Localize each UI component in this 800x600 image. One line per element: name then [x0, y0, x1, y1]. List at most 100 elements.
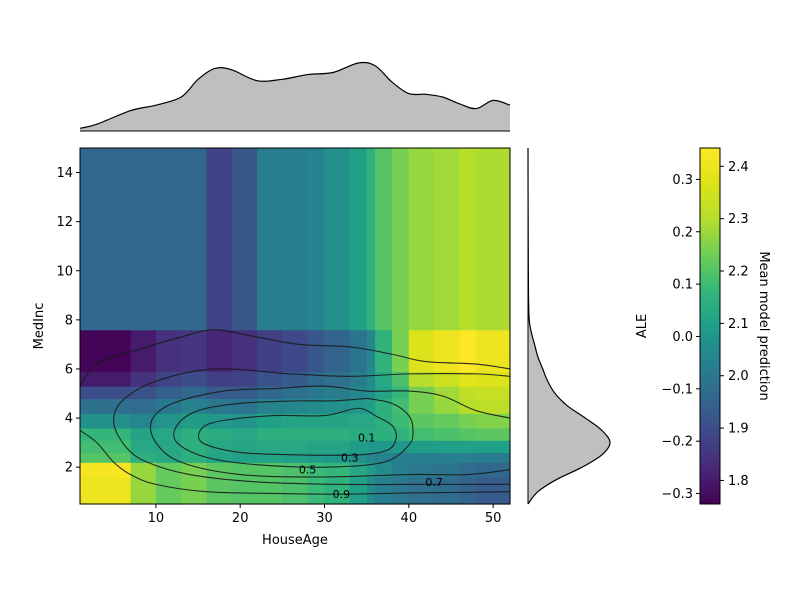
heatmap-cell — [476, 452, 511, 463]
colorbar-prediction-tick-label: 2.0 — [728, 369, 749, 384]
y-tick-label: 10 — [56, 264, 73, 279]
heatmap-cell — [375, 371, 393, 387]
contour-label: 0.9 — [333, 488, 351, 501]
colorbar-ale-label: ALE — [635, 314, 650, 338]
x-tick-label: 20 — [232, 511, 249, 526]
heatmap-cell — [324, 440, 351, 454]
heatmap-cell — [257, 398, 283, 414]
heatmap-cell — [231, 462, 258, 478]
heatmap-cell — [130, 427, 157, 441]
heatmap-cell — [366, 329, 376, 355]
heatmap-cell — [155, 440, 182, 454]
heatmap-cell — [80, 329, 132, 355]
y-tick-label: 8 — [65, 313, 73, 328]
heatmap-cell — [324, 148, 351, 331]
heatmap-cell — [391, 452, 410, 463]
contour-label: 0.3 — [341, 451, 359, 464]
heatmap-cell — [155, 476, 182, 505]
heatmap-cell — [130, 452, 157, 463]
contour-line — [80, 429, 510, 495]
contour-label: 0.7 — [425, 476, 443, 489]
heatmap-cell — [324, 476, 351, 505]
heatmap-cell — [375, 329, 393, 355]
heatmap-cell — [181, 354, 208, 373]
heatmap-cell — [282, 452, 309, 463]
heatmap-cell — [476, 148, 511, 331]
heatmap-cell — [459, 427, 477, 441]
colorbar-prediction-tick-label: 2.1 — [728, 317, 749, 332]
heatmap-cell — [349, 476, 368, 505]
colorbar-prediction-tick-label: 1.9 — [728, 422, 749, 437]
y-tick-label: 6 — [65, 362, 73, 377]
heatmap-cell — [181, 386, 208, 400]
heatmap-cell — [155, 354, 182, 373]
heatmap-cell — [366, 371, 376, 387]
heatmap-cell — [434, 371, 461, 387]
right-marginal-line — [527, 147, 611, 505]
heatmap-cell — [324, 452, 351, 463]
heatmap-cell — [231, 413, 258, 429]
colorbar-prediction-tick-label: 2.4 — [728, 160, 749, 175]
heatmap-cell — [307, 452, 326, 463]
x-axis-ticks: 10 20 30 40 50 — [148, 504, 501, 526]
heatmap-cell — [476, 329, 511, 355]
top-marginal-density — [79, 61, 511, 132]
heatmap-cell — [476, 476, 511, 505]
heatmap-cell — [375, 386, 393, 400]
heatmap-cell — [231, 354, 258, 373]
heatmap-cell — [181, 413, 208, 429]
heatmap-cell — [476, 398, 511, 414]
contour-line — [197, 407, 397, 456]
heatmap-cell — [349, 452, 368, 463]
heatmap-cell — [434, 148, 461, 331]
heatmap-cell — [206, 427, 233, 441]
heatmap-cell — [324, 386, 351, 400]
heatmap-cell — [459, 398, 477, 414]
colorbar-gradient — [699, 147, 721, 505]
heatmap-cell — [130, 413, 157, 429]
y-tick-label: 4 — [65, 412, 73, 427]
heatmap-cell — [476, 354, 511, 373]
heatmap-cell — [324, 413, 351, 429]
heatmap-cell — [349, 371, 368, 387]
main-axes-frame — [79, 147, 511, 505]
heatmap-cell — [366, 148, 376, 331]
heatmap-cell — [459, 148, 477, 331]
heatmap-cell — [307, 354, 326, 373]
heatmap-cell — [130, 440, 157, 454]
heatmap-cell — [257, 413, 283, 429]
heatmap-cell — [231, 452, 258, 463]
heatmap-cell — [181, 452, 208, 463]
heatmap-cell — [231, 386, 258, 400]
heatmap-cell — [307, 413, 326, 429]
heatmap-cell — [206, 452, 233, 463]
y-tick-label: 2 — [65, 461, 73, 476]
heatmap-cell — [408, 462, 435, 478]
heatmap-cell — [408, 413, 435, 429]
heatmap-cell — [181, 148, 208, 331]
heatmap-cell — [459, 462, 477, 478]
heatmap-cell — [257, 148, 283, 331]
heatmap-cell — [408, 371, 435, 387]
contour-line — [80, 329, 510, 387]
colorbar-prediction-ticks: 2.4 2.3 2.2 2.1 2.0 1.9 1.8 — [720, 160, 749, 489]
heatmap-cell — [434, 329, 461, 355]
colorbar: 0.3 0.2 0.1 0.0 −0.1 −0.2 −0.3 2.4 2.3 2.2 2.1 2.0… — [635, 147, 771, 505]
heatmap-cell — [366, 427, 376, 441]
heatmap-cell — [324, 462, 351, 478]
heatmap-cell — [349, 427, 368, 441]
contour-lines — [80, 329, 510, 495]
x-tick-label: 10 — [148, 511, 165, 526]
heatmap-cell — [349, 440, 368, 454]
heatmap-cell — [375, 148, 393, 331]
heatmap-cell — [80, 148, 132, 331]
heatmap-cell — [476, 427, 511, 441]
heatmap-cell — [459, 452, 477, 463]
heatmap-cell — [459, 440, 477, 454]
heatmap-cell — [408, 329, 435, 355]
heatmap-cell — [282, 398, 309, 414]
heatmap-cell — [206, 329, 233, 355]
heatmap-cell — [307, 371, 326, 387]
contour-labels: 0.1 0.3 0.5 0.7 0.9 — [299, 432, 443, 502]
